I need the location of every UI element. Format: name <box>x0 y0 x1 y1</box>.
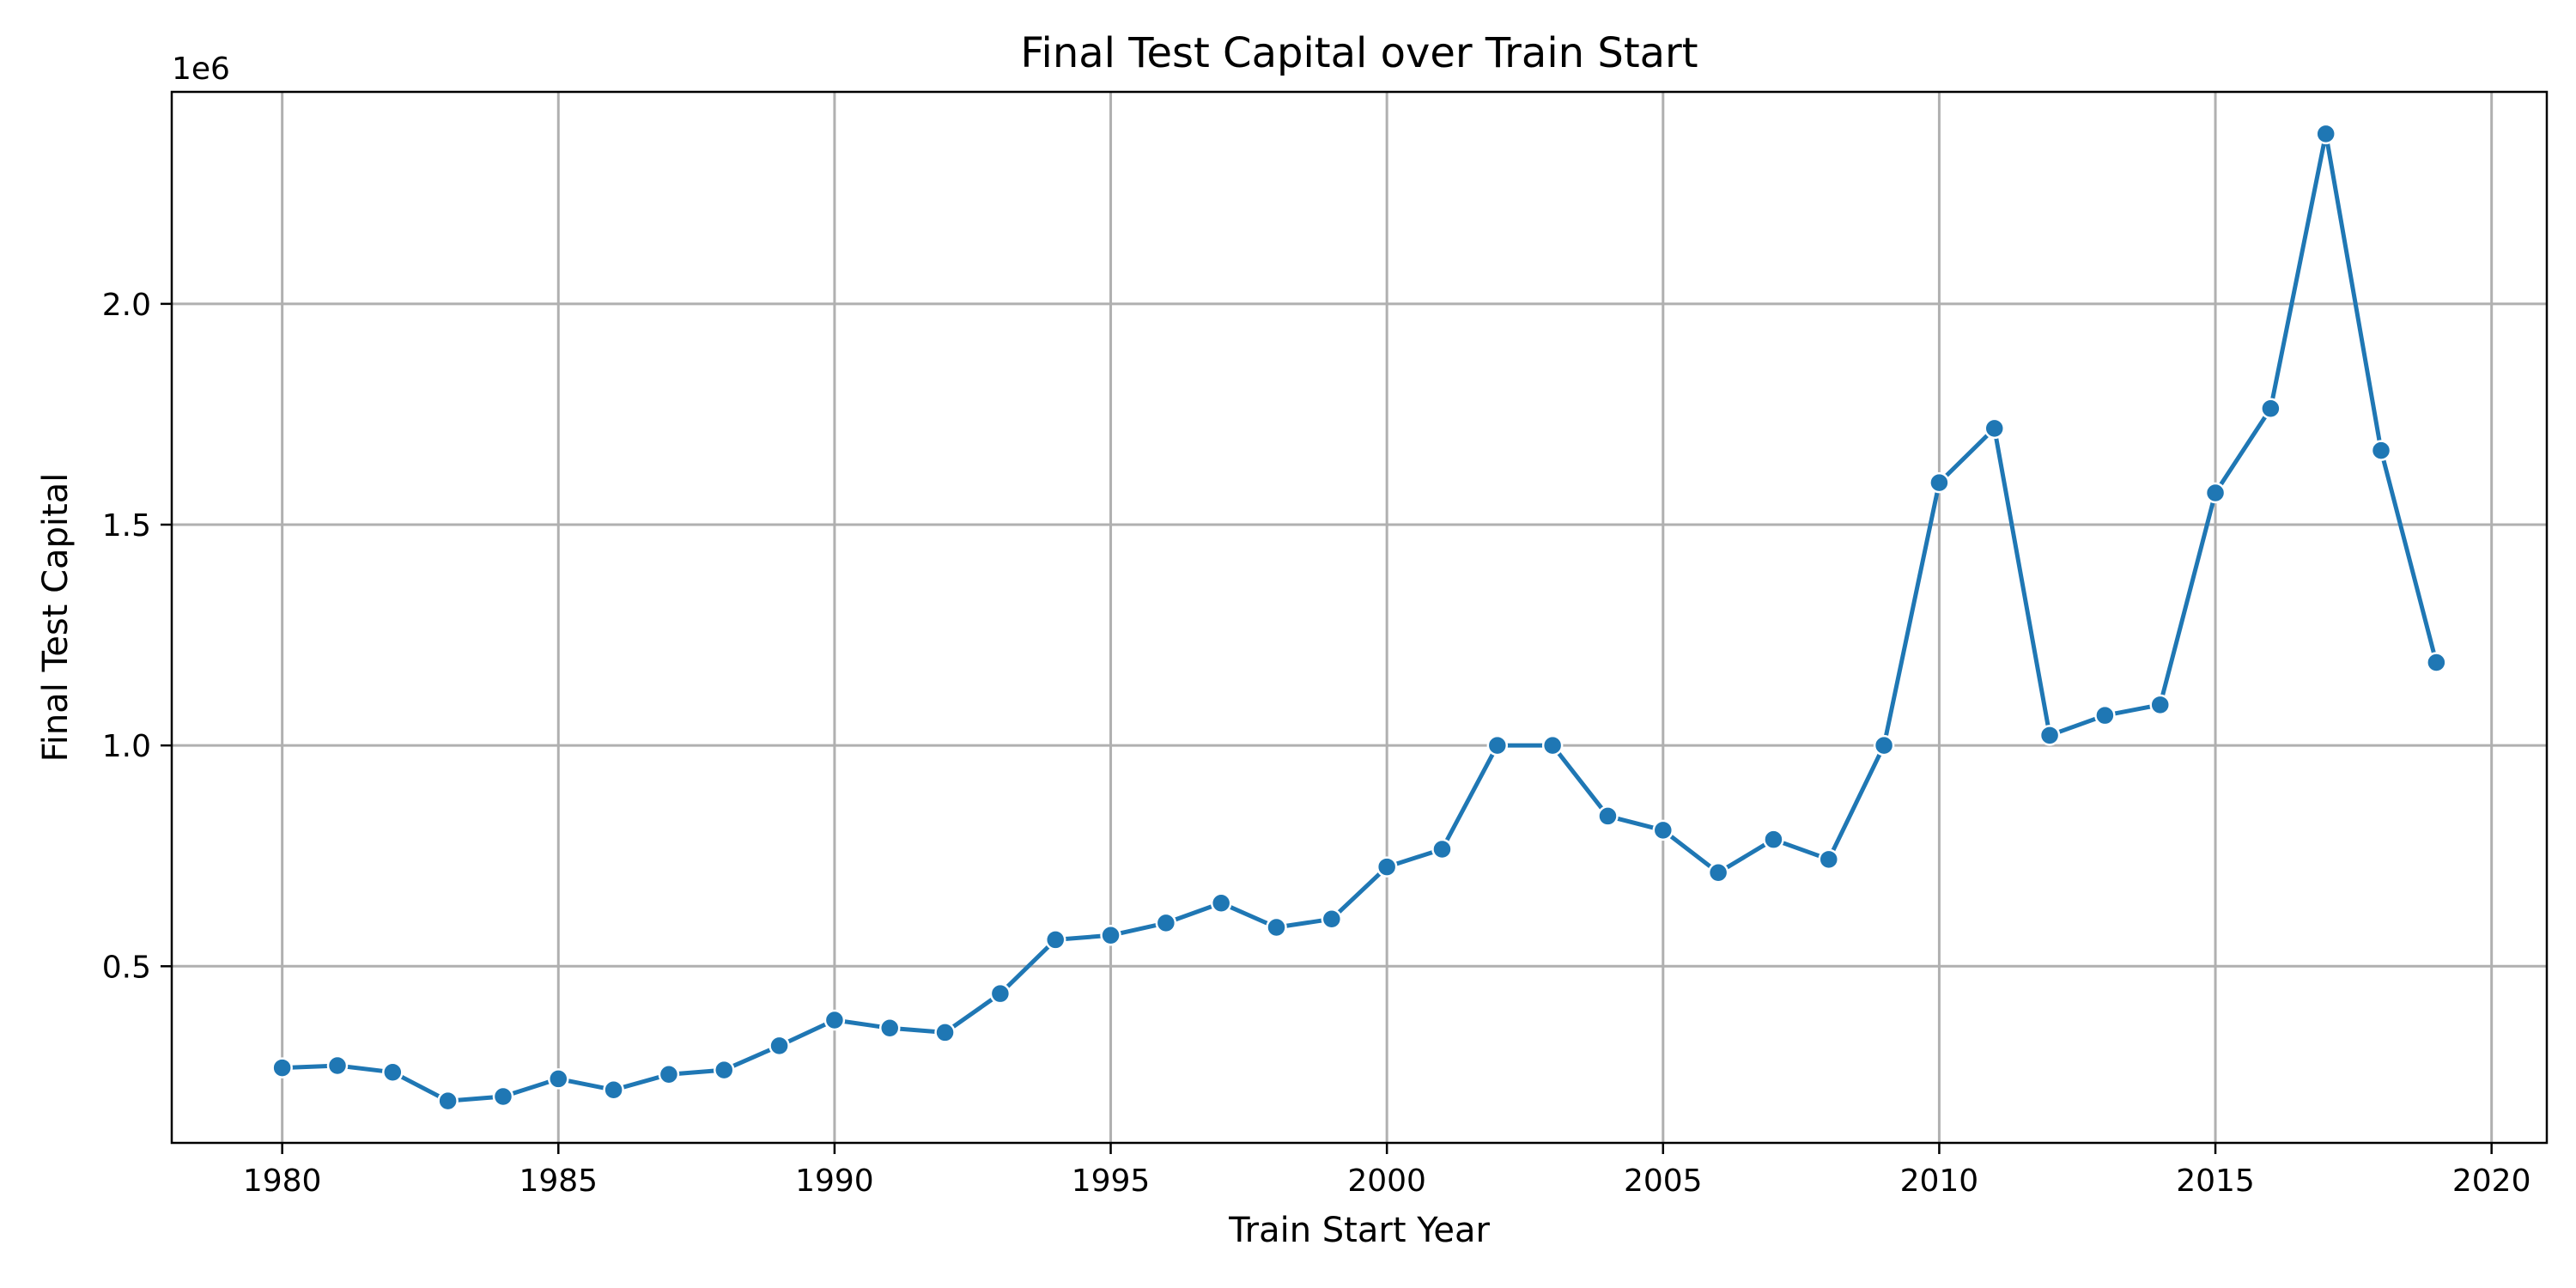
data-point <box>1431 838 1453 860</box>
data-point <box>769 1035 790 1057</box>
data-point <box>823 1009 846 1031</box>
data-point <box>1321 908 1343 930</box>
data-point <box>1376 856 1398 878</box>
data-point <box>714 1059 735 1081</box>
data-point <box>1873 734 1895 756</box>
data-point <box>2204 482 2227 504</box>
data-point <box>1818 848 1840 871</box>
data-point <box>1044 929 1066 951</box>
data-point <box>1707 862 1729 884</box>
plot-frame <box>170 90 2549 1145</box>
data-point <box>382 1061 404 1083</box>
data-point <box>492 1085 514 1108</box>
x-axis: 1980 1985 1990 1995 2000 2005 2010 2015 2020 <box>243 1143 2531 1199</box>
data-point <box>437 1090 459 1112</box>
data-point <box>1266 916 1287 939</box>
chart-title: Final Test Capital over Train Start <box>1020 29 1698 77</box>
data-point <box>1541 734 1564 756</box>
data-point <box>934 1022 956 1043</box>
data-point <box>1929 471 1950 494</box>
data-point <box>989 982 1012 1005</box>
data-point <box>1597 805 1619 827</box>
data-point <box>1100 925 1121 946</box>
data-point <box>548 1068 569 1090</box>
y-tick-label: 1.0 <box>102 729 151 764</box>
y-tick-label: 0.5 <box>102 950 151 985</box>
y-offset-label: 1e6 <box>172 52 230 87</box>
x-axis-label: Train Start Year <box>1228 1211 1490 1250</box>
data-point <box>2370 440 2392 461</box>
y-tick-label: 1.5 <box>102 508 151 544</box>
data-point <box>2094 704 2116 726</box>
data-point <box>1155 912 1177 934</box>
data-point <box>878 1018 901 1039</box>
data-point <box>1486 734 1509 756</box>
x-tick-label: 1995 <box>1072 1163 1151 1199</box>
series-layer <box>271 123 2447 1112</box>
data-point <box>2038 725 2061 746</box>
data-point <box>326 1054 349 1077</box>
x-tick-label: 1990 <box>795 1163 874 1199</box>
data-point <box>2149 694 2171 716</box>
data-point <box>2426 652 2447 673</box>
x-tick-label: 1980 <box>243 1163 322 1199</box>
data-point <box>1652 819 1674 841</box>
x-tick-label: 2005 <box>1624 1163 1703 1199</box>
y-axis-label: Final Test Capital <box>36 473 76 762</box>
data-point <box>658 1064 680 1085</box>
data-point <box>271 1057 293 1078</box>
y-axis: 0.5 1.0 1.5 2.0 <box>102 288 172 985</box>
data-point <box>1763 829 1784 850</box>
data-point <box>2315 123 2336 145</box>
x-tick-label: 2010 <box>1900 1163 1979 1199</box>
x-tick-label: 2015 <box>2176 1163 2255 1199</box>
x-tick-label: 2020 <box>2452 1163 2531 1199</box>
series-line <box>282 131 2439 1103</box>
x-tick-label: 1985 <box>519 1163 598 1199</box>
data-point <box>603 1079 624 1101</box>
x-tick-label: 2000 <box>1347 1163 1426 1199</box>
data-point <box>1210 892 1232 914</box>
data-point <box>1984 417 2005 440</box>
y-tick-label: 2.0 <box>102 288 151 323</box>
data-point <box>2260 398 2281 419</box>
grid <box>172 92 2547 1143</box>
